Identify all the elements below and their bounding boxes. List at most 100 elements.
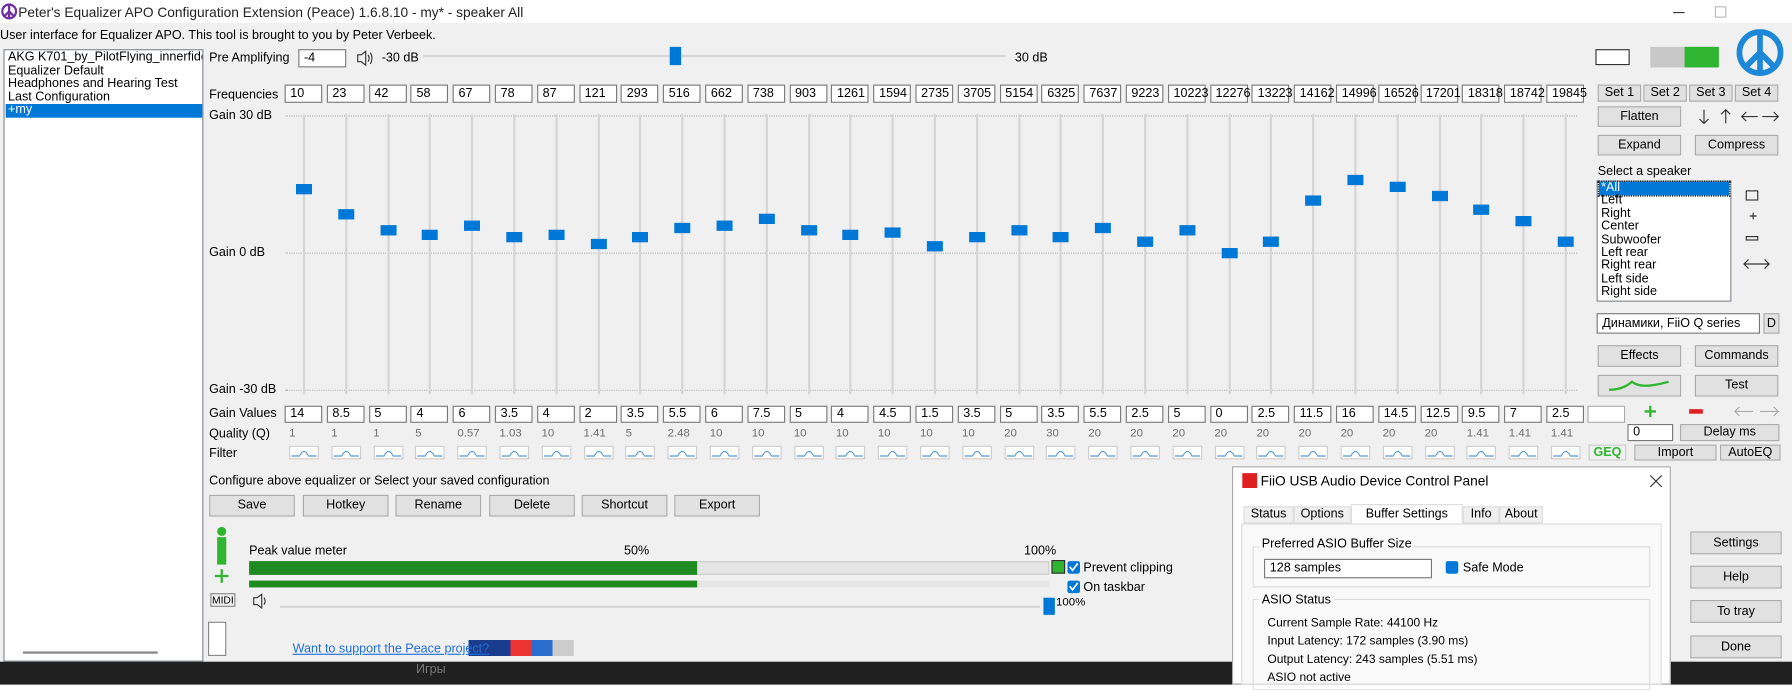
test-button[interactable]: Test	[1694, 374, 1779, 397]
gain-box[interactable]: 3.5	[1041, 405, 1080, 423]
quality-value[interactable]: 30	[1046, 427, 1059, 440]
compress-button[interactable]: Compress	[1694, 134, 1779, 156]
gain-box[interactable]: 4	[410, 405, 449, 423]
window-controls[interactable]	[1669, 2, 1783, 20]
filter-icon[interactable]	[1088, 445, 1118, 460]
filter-icon[interactable]	[1382, 445, 1413, 460]
frequency-box[interactable]: 1261	[831, 84, 870, 103]
frequency-box[interactable]: 903	[789, 84, 827, 103]
flatten-button[interactable]: Flatten	[1597, 106, 1682, 127]
gain-knob[interactable]	[800, 224, 817, 235]
quality-value[interactable]: 1	[289, 427, 296, 440]
frequency-box[interactable]: 19845	[1546, 84, 1587, 103]
gain-knob[interactable]	[842, 229, 859, 240]
gain-box[interactable]: 5.5	[663, 405, 701, 423]
midi-button[interactable]: MIDI	[210, 593, 236, 607]
frequency-box[interactable]: 7637	[1083, 84, 1122, 103]
filter-icon[interactable]	[1424, 445, 1455, 460]
gain-box[interactable]: 5	[789, 405, 827, 423]
gain-knob[interactable]	[548, 229, 565, 240]
filter-icon[interactable]	[625, 445, 656, 460]
frequency-box[interactable]: 67	[452, 84, 491, 103]
volume-icon[interactable]	[251, 593, 269, 610]
filter-icon[interactable]	[415, 445, 446, 460]
gain-box[interactable]: 5	[1167, 405, 1206, 423]
gain-knob[interactable]	[1347, 174, 1364, 185]
quality-value[interactable]: 20	[1382, 427, 1396, 440]
gain-knob[interactable]	[674, 222, 691, 233]
gain-knob[interactable]	[1389, 181, 1406, 192]
quality-value[interactable]: 20	[1256, 427, 1270, 440]
speaker-item[interactable]: Right rear	[1601, 258, 1657, 273]
quality-value[interactable]: 5	[625, 427, 632, 440]
config-button[interactable]: Delete	[489, 494, 575, 517]
gain-knob[interactable]	[380, 224, 397, 235]
graph-button[interactable]	[1597, 374, 1682, 397]
gain-box[interactable]: 4.5	[873, 405, 912, 423]
fiio-tab[interactable]: Buffer Settings	[1350, 503, 1463, 525]
gain-box[interactable]: 14	[284, 405, 323, 423]
quality-value[interactable]: 10	[919, 427, 933, 440]
gain-box[interactable]: 5	[999, 405, 1038, 423]
frequency-box[interactable]: 293	[621, 84, 659, 103]
expand-button[interactable]: Expand	[1597, 134, 1682, 156]
gain-knob[interactable]	[1431, 190, 1448, 201]
autoeq-button[interactable]: AutoEQ	[1719, 444, 1781, 461]
gain-box[interactable]: 0	[1209, 405, 1248, 423]
power-toggle[interactable]	[1650, 46, 1719, 68]
gain-box[interactable]: 4	[831, 405, 870, 423]
filter-icon[interactable]	[1214, 445, 1245, 460]
delay-button[interactable]: Delay ms	[1679, 423, 1780, 442]
frequency-box[interactable]: 10	[284, 84, 323, 103]
filter-icon[interactable]	[289, 445, 319, 460]
quality-value[interactable]: 20	[1088, 427, 1101, 440]
frequency-box[interactable]: 6325	[1041, 84, 1080, 103]
swap-icon[interactable]	[1595, 49, 1630, 66]
filter-icon[interactable]	[877, 445, 908, 460]
filter-icon[interactable]	[331, 445, 361, 460]
device-button[interactable]: D	[1763, 313, 1780, 334]
gain-knob[interactable]	[716, 219, 733, 231]
filter-icon[interactable]	[793, 445, 824, 460]
gain-box[interactable]: 16	[1335, 405, 1374, 423]
quality-value[interactable]: 10	[709, 427, 723, 440]
fiio-tab[interactable]: Status	[1243, 506, 1294, 524]
buffer-select[interactable]: 128 samples	[1263, 558, 1432, 579]
quality-value[interactable]: 1.41	[1550, 427, 1574, 440]
checkbox[interactable]	[1067, 561, 1080, 574]
frequency-box[interactable]: 58	[410, 84, 449, 103]
filter-icon[interactable]	[1130, 445, 1160, 460]
quality-value[interactable]: 20	[1214, 427, 1228, 440]
gain-knob[interactable]	[884, 226, 901, 238]
safe-mode-check[interactable]	[1445, 561, 1459, 574]
quality-value[interactable]: 20	[1004, 427, 1017, 440]
config-list[interactable]	[3, 49, 204, 662]
gain-knob[interactable]	[464, 219, 481, 231]
frequency-box[interactable]: 13223	[1251, 84, 1293, 103]
gain-box[interactable]: 9.5	[1462, 405, 1500, 423]
gain-knob[interactable]	[1010, 224, 1027, 235]
checkbox[interactable]	[1067, 580, 1080, 594]
quality-value[interactable]: 1.41	[1466, 427, 1489, 440]
side-button[interactable]: To tray	[1690, 599, 1782, 623]
gain-knob[interactable]	[1473, 203, 1490, 215]
gain-box[interactable]: 3.5	[621, 405, 659, 423]
filter-icon[interactable]	[919, 445, 950, 460]
gain-box[interactable]: 6	[705, 405, 743, 423]
speaker-item[interactable]: Right side	[1601, 284, 1658, 299]
quality-value[interactable]: 10	[751, 427, 765, 440]
safe-mode[interactable]: Safe Mode	[1462, 561, 1524, 575]
set-button[interactable]: Set 4	[1734, 84, 1779, 102]
gain-knob[interactable]	[758, 213, 775, 224]
quality-value[interactable]: 10	[877, 427, 891, 440]
side-button[interactable]: Help	[1690, 565, 1782, 589]
gain-box[interactable]: 14.5	[1378, 405, 1416, 423]
config-item[interactable]: Equalizer Default	[7, 64, 104, 78]
fiio-tab[interactable]: About	[1499, 506, 1543, 524]
speaker-item[interactable]: Left	[1601, 193, 1623, 208]
quality-value[interactable]: 20	[1424, 427, 1438, 440]
frequency-box[interactable]: 662	[705, 84, 743, 103]
config-button[interactable]: Shortcut	[581, 494, 668, 517]
volume-knob[interactable]	[1043, 597, 1055, 615]
set-button[interactable]: Set 3	[1689, 84, 1733, 102]
